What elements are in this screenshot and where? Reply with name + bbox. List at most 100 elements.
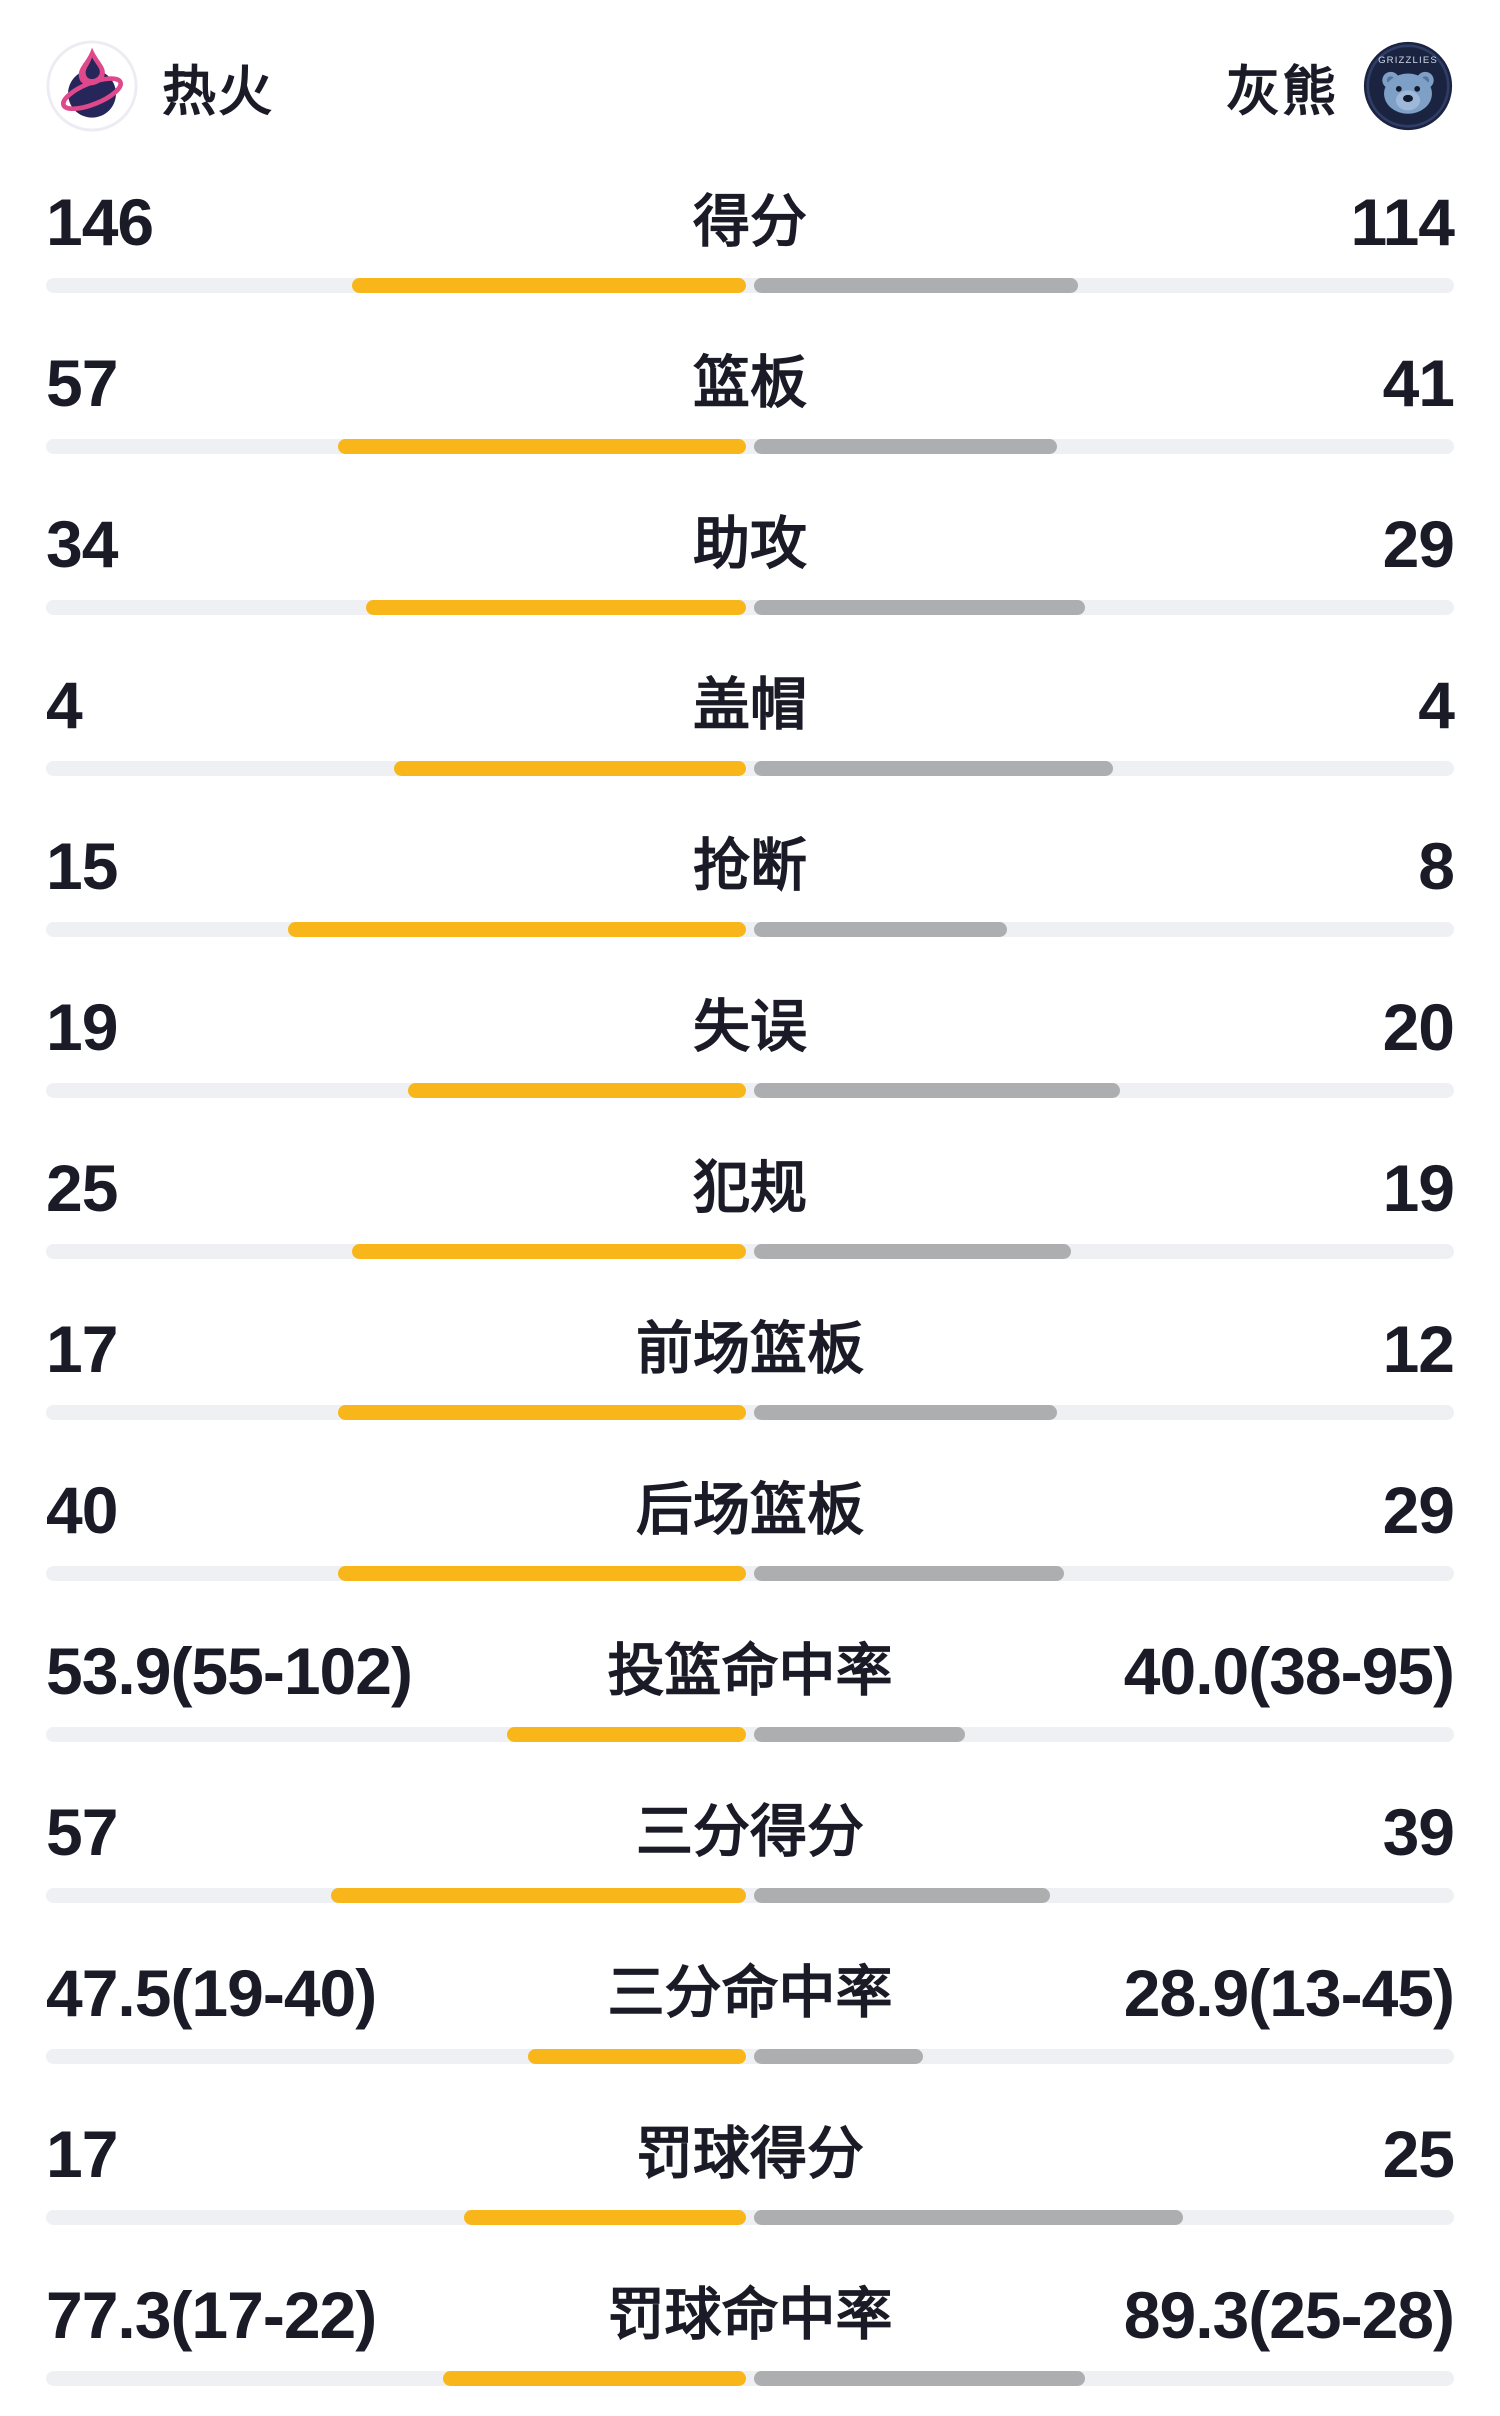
stat-row: 40 后场篮板 29: [46, 1473, 1455, 1581]
home-value: 4: [46, 668, 83, 742]
away-value: 29: [1382, 507, 1455, 581]
stat-row: 57 三分得分 39: [46, 1795, 1455, 1903]
stat-row: 57 篮板 41: [46, 346, 1455, 454]
home-value: 17: [46, 2117, 118, 2191]
stat-row: 34 助攻 29: [46, 507, 1455, 615]
stat-bar-track: [46, 2371, 1454, 2386]
home-bar: [506, 1727, 746, 1742]
team-away-name: 灰熊: [1226, 61, 1338, 122]
home-bar: [443, 2371, 746, 2386]
away-value: 28.9(13-45): [1123, 1956, 1455, 2030]
away-bar: [754, 2210, 1184, 2225]
stat-bar-track: [46, 1888, 1454, 1903]
stat-text-line: 77.3(17-22) 罚球命中率 89.3(25-28): [46, 2278, 1455, 2352]
away-bar: [754, 1405, 1057, 1420]
team-home[interactable]: 热火: [46, 40, 274, 132]
home-bar: [365, 600, 746, 615]
away-bar: [754, 439, 1057, 454]
home-bar: [408, 1083, 746, 1098]
stat-bar-track: [46, 1566, 1454, 1581]
stat-row: 17 前场篮板 12: [46, 1312, 1455, 1420]
home-value: 47.5(19-40): [46, 1956, 377, 2030]
stat-label: 得分: [693, 190, 807, 254]
grizzlies-logo-icon: GRIZZLIES: [1363, 41, 1453, 131]
stat-row: 19 失误 20: [46, 990, 1455, 1098]
home-bar: [288, 922, 746, 937]
away-bar: [754, 1083, 1121, 1098]
away-value: 19: [1382, 1151, 1455, 1225]
away-bar: [754, 600, 1085, 615]
stat-row: 47.5(19-40) 三分命中率 28.9(13-45): [46, 1956, 1455, 2064]
stat-text-line: 19 失误 20: [46, 990, 1455, 1064]
away-bar: [754, 2049, 923, 2064]
stat-text-line: 4 盖帽 4: [46, 668, 1455, 742]
home-bar: [527, 2049, 746, 2064]
stat-label: 盖帽: [693, 673, 807, 737]
stat-bar-track: [46, 1244, 1454, 1259]
home-bar: [394, 761, 746, 776]
away-value: 41: [1382, 346, 1455, 420]
grizzlies-logo-text: GRIZZLIES: [1378, 55, 1438, 66]
stat-row: 25 犯规 19: [46, 1151, 1455, 1259]
home-value: 34: [46, 507, 118, 581]
stat-bar-track: [46, 600, 1454, 615]
home-value: 17: [46, 1312, 118, 1386]
home-bar: [337, 1405, 746, 1420]
stat-text-line: 17 前场篮板 12: [46, 1312, 1455, 1386]
away-bar: [754, 1244, 1071, 1259]
stat-label: 投篮命中率: [607, 1639, 893, 1703]
stat-row: 53.9(55-102) 投篮命中率 40.0(38-95): [46, 1634, 1455, 1742]
away-value: 114: [1350, 185, 1455, 259]
away-value: 89.3(25-28): [1123, 2278, 1455, 2352]
stat-bar-track: [46, 1405, 1454, 1420]
stat-bar-track: [46, 761, 1454, 776]
stat-label: 失误: [693, 995, 807, 1059]
home-value: 25: [46, 1151, 118, 1225]
stat-row: 15 抢断 8: [46, 829, 1455, 937]
home-value: 15: [46, 829, 118, 903]
home-value: 57: [46, 346, 118, 420]
stat-label: 篮板: [693, 351, 807, 415]
stat-bar-track: [46, 1727, 1454, 1742]
stat-bar-track: [46, 2049, 1454, 2064]
away-value: 39: [1382, 1795, 1455, 1869]
team-away[interactable]: 灰熊 GRIZZLIES: [1226, 40, 1454, 132]
stat-bar-track: [46, 2210, 1454, 2225]
home-value: 19: [46, 990, 118, 1064]
stat-text-line: 57 三分得分 39: [46, 1795, 1455, 1869]
away-bar: [754, 1888, 1050, 1903]
stat-label: 罚球命中率: [607, 2283, 893, 2347]
away-value: 40.0(38-95): [1123, 1634, 1455, 1708]
home-bar: [330, 1888, 746, 1903]
home-bar: [337, 439, 746, 454]
away-value: 29: [1382, 1473, 1455, 1547]
away-bar: [754, 1727, 966, 1742]
stat-label: 助攻: [693, 512, 807, 576]
stat-text-line: 34 助攻 29: [46, 507, 1455, 581]
stat-label: 抢断: [693, 834, 807, 898]
teams-header: 热火 灰熊 GRIZZLIES: [46, 40, 1454, 132]
stat-bar-track: [46, 922, 1454, 937]
stat-text-line: 47.5(19-40) 三分命中率 28.9(13-45): [46, 1956, 1455, 2030]
stat-label: 犯规: [693, 1156, 807, 1220]
stats-list: 146 得分 114 57 篮板 41 34 助攻: [46, 185, 1455, 2386]
team-home-name: 热火: [162, 61, 274, 122]
home-value: 77.3(17-22): [46, 2278, 377, 2352]
home-bar: [351, 278, 746, 293]
stat-row: 146 得分 114: [46, 185, 1455, 293]
stat-bar-track: [46, 1083, 1454, 1098]
stat-text-line: 57 篮板 41: [46, 346, 1455, 420]
away-value: 8: [1418, 829, 1455, 903]
stat-text-line: 15 抢断 8: [46, 829, 1455, 903]
heat-logo-icon: [46, 40, 138, 132]
away-value: 4: [1418, 668, 1455, 742]
home-value: 53.9(55-102): [46, 1634, 413, 1708]
stat-label: 后场篮板: [636, 1478, 864, 1542]
home-bar: [351, 1244, 746, 1259]
away-bar: [754, 1566, 1064, 1581]
stat-text-line: 146 得分 114: [46, 185, 1455, 259]
away-value: 20: [1382, 990, 1455, 1064]
away-bar: [754, 761, 1114, 776]
stat-text-line: 25 犯规 19: [46, 1151, 1455, 1225]
